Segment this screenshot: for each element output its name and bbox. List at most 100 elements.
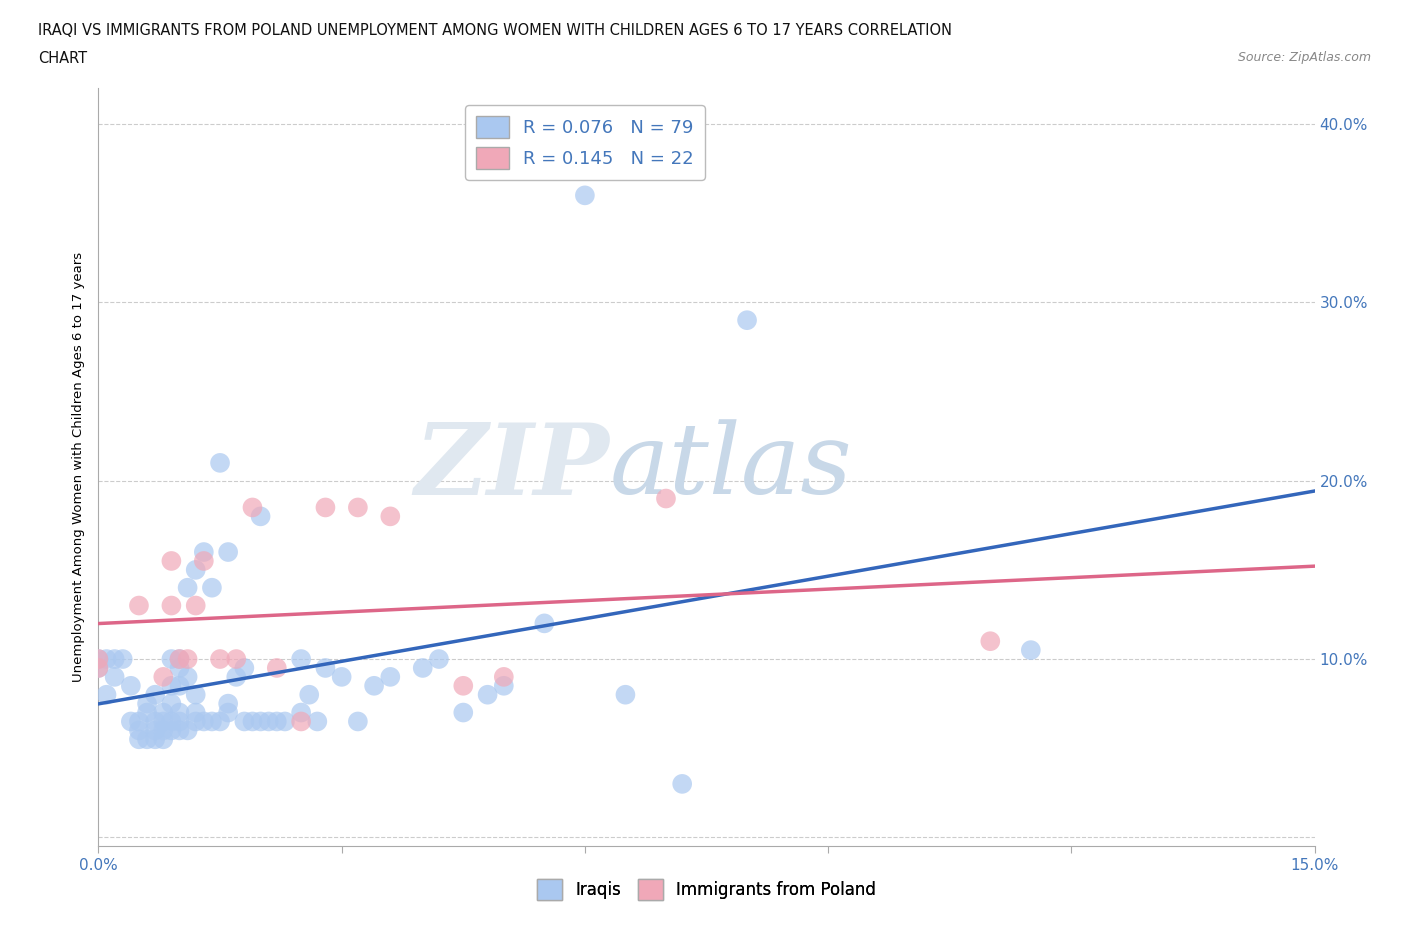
Point xyxy=(176,723,198,737)
Point xyxy=(169,723,191,737)
Point xyxy=(136,697,159,711)
Point xyxy=(152,670,174,684)
Point xyxy=(574,188,596,203)
Point xyxy=(266,714,288,729)
Point xyxy=(225,652,247,667)
Point xyxy=(160,723,183,737)
Point xyxy=(160,678,183,693)
Point xyxy=(111,652,134,667)
Point xyxy=(152,723,174,737)
Point xyxy=(128,723,150,737)
Point xyxy=(233,714,256,729)
Point xyxy=(1019,643,1042,658)
Point xyxy=(453,705,475,720)
Point xyxy=(427,652,450,667)
Point xyxy=(193,545,215,560)
Point xyxy=(152,714,174,729)
Point xyxy=(307,714,329,729)
Point xyxy=(136,732,159,747)
Point xyxy=(614,687,637,702)
Point xyxy=(209,456,232,471)
Point xyxy=(209,652,232,667)
Point xyxy=(128,732,150,747)
Point xyxy=(242,500,264,515)
Point xyxy=(169,705,191,720)
Point xyxy=(225,670,247,684)
Point xyxy=(152,732,174,747)
Point xyxy=(169,652,191,667)
Point xyxy=(169,678,191,693)
Y-axis label: Unemployment Among Women with Children Ages 6 to 17 years: Unemployment Among Women with Children A… xyxy=(72,252,86,683)
Point xyxy=(492,678,515,693)
Point xyxy=(160,553,183,568)
Point xyxy=(87,652,110,667)
Point xyxy=(136,705,159,720)
Point xyxy=(298,687,321,702)
Point xyxy=(217,545,239,560)
Text: CHART: CHART xyxy=(38,51,87,66)
Point xyxy=(128,598,150,613)
Point xyxy=(176,652,198,667)
Point xyxy=(87,652,110,667)
Point xyxy=(671,777,693,791)
Point xyxy=(347,714,370,729)
Point xyxy=(330,670,353,684)
Point xyxy=(104,670,127,684)
Point xyxy=(96,652,118,667)
Point xyxy=(533,616,555,631)
Point xyxy=(128,714,150,729)
Point xyxy=(143,723,166,737)
Point xyxy=(87,660,110,675)
Point xyxy=(979,633,1001,648)
Point xyxy=(169,660,191,675)
Point xyxy=(477,687,499,702)
Point xyxy=(176,580,198,595)
Point xyxy=(314,500,336,515)
Text: IRAQI VS IMMIGRANTS FROM POLAND UNEMPLOYMENT AMONG WOMEN WITH CHILDREN AGES 6 TO: IRAQI VS IMMIGRANTS FROM POLAND UNEMPLOY… xyxy=(38,23,952,38)
Point xyxy=(120,714,142,729)
Point xyxy=(290,714,312,729)
Point xyxy=(169,652,191,667)
Text: Source: ZipAtlas.com: Source: ZipAtlas.com xyxy=(1237,51,1371,64)
Text: atlas: atlas xyxy=(609,419,852,515)
Point xyxy=(380,509,402,524)
Point xyxy=(193,714,215,729)
Point xyxy=(184,705,207,720)
Point xyxy=(209,714,232,729)
Point xyxy=(290,705,312,720)
Point xyxy=(242,714,264,729)
Legend: Iraqis, Immigrants from Poland: Iraqis, Immigrants from Poland xyxy=(530,872,883,906)
Point xyxy=(176,670,198,684)
Point xyxy=(143,687,166,702)
Text: ZIP: ZIP xyxy=(415,419,609,515)
Point xyxy=(160,714,183,729)
Point xyxy=(233,660,256,675)
Point xyxy=(193,553,215,568)
Point xyxy=(655,491,678,506)
Point xyxy=(412,660,434,675)
Point xyxy=(249,509,271,524)
Point xyxy=(290,652,312,667)
Point xyxy=(184,598,207,613)
Point xyxy=(169,714,191,729)
Point xyxy=(104,652,127,667)
Point xyxy=(492,670,515,684)
Point xyxy=(143,732,166,747)
Point xyxy=(143,714,166,729)
Point xyxy=(120,678,142,693)
Point xyxy=(184,714,207,729)
Point xyxy=(201,580,224,595)
Point xyxy=(184,563,207,578)
Point xyxy=(184,687,207,702)
Point xyxy=(274,714,297,729)
Point xyxy=(249,714,271,729)
Point xyxy=(152,705,174,720)
Point xyxy=(363,678,385,693)
Point xyxy=(735,312,758,327)
Point xyxy=(96,687,118,702)
Point xyxy=(453,678,475,693)
Point xyxy=(217,705,239,720)
Point xyxy=(87,660,110,675)
Point xyxy=(160,652,183,667)
Point xyxy=(314,660,336,675)
